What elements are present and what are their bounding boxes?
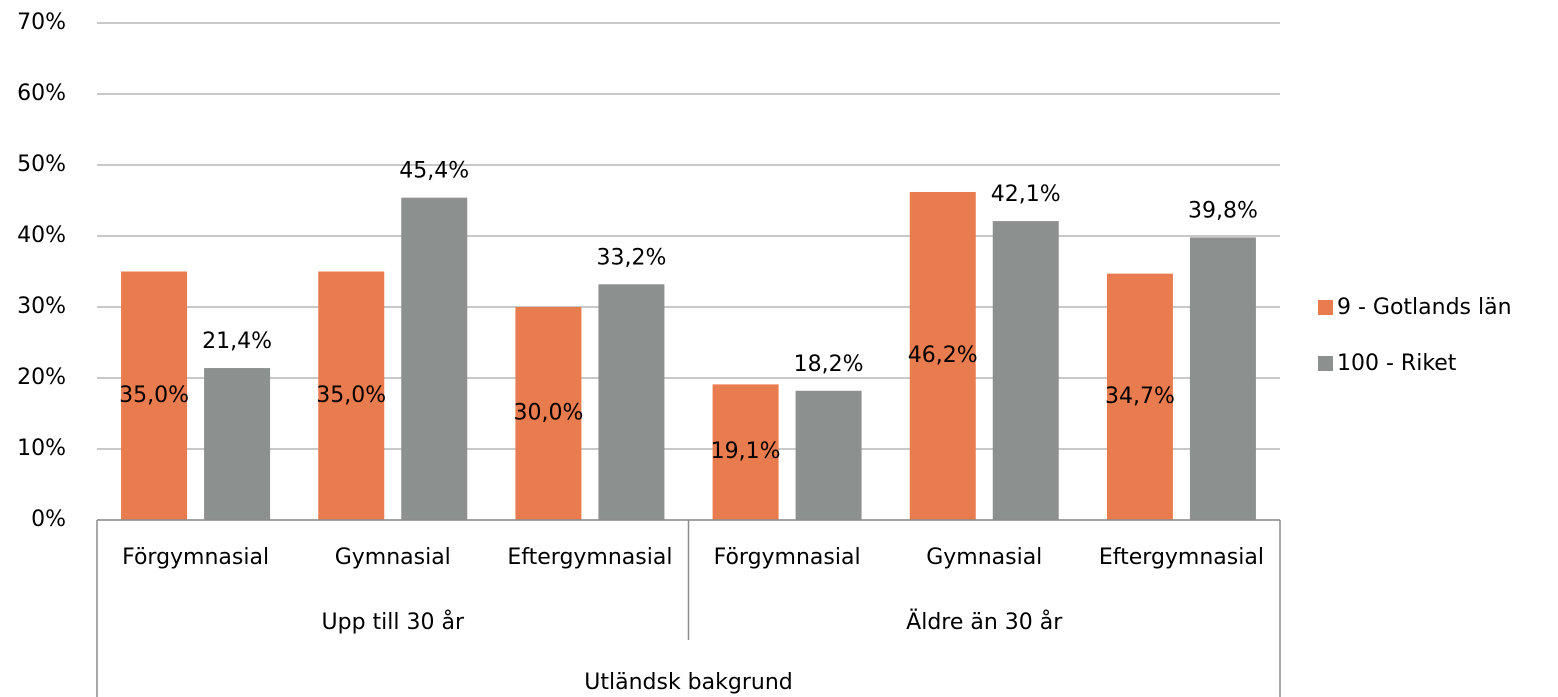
data-label: 35,0%	[316, 383, 386, 408]
group-label: Upp till 30 år	[322, 609, 465, 635]
bar	[992, 221, 1059, 520]
legend-swatch	[1318, 356, 1333, 371]
bar	[401, 197, 468, 520]
supergroup-label: Utländsk bakgrund	[584, 670, 792, 695]
data-label: 35,0%	[119, 383, 189, 408]
x-tick-label: Förgymnasial	[714, 545, 861, 570]
bar	[1189, 237, 1256, 521]
y-tick-label: 50%	[17, 152, 66, 177]
data-label: 46,2%	[908, 343, 978, 368]
data-label: 39,8%	[1188, 198, 1258, 223]
data-label: 34,7%	[1105, 384, 1175, 409]
y-tick-label: 60%	[17, 81, 66, 106]
x-tick-label: Gymnasial	[335, 545, 451, 570]
bar	[204, 368, 271, 520]
x-tick-label: Förgymnasial	[122, 545, 269, 570]
bar	[712, 384, 779, 520]
data-label: 33,2%	[596, 245, 666, 270]
bar	[795, 390, 862, 520]
legend-label: 100 - Riket	[1337, 351, 1457, 376]
y-tick-label: 30%	[17, 294, 66, 319]
data-label: 45,4%	[399, 159, 469, 184]
x-tick-label: Eftergymnasial	[1099, 545, 1264, 570]
bar	[121, 271, 188, 520]
y-tick-label: 0%	[31, 507, 66, 532]
data-label: 21,4%	[202, 329, 272, 354]
x-tick-label: Eftergymnasial	[507, 545, 672, 570]
bar	[515, 307, 582, 520]
y-tick-label: 20%	[17, 365, 66, 390]
y-tick-label: 40%	[17, 223, 66, 248]
y-tick-label: 10%	[17, 436, 66, 461]
x-tick-label: Gymnasial	[926, 545, 1042, 570]
bar	[909, 191, 976, 521]
bar	[598, 284, 665, 520]
legend-label: 9 - Gotlands län	[1337, 295, 1512, 320]
legend-swatch	[1318, 300, 1333, 315]
data-label: 30,0%	[513, 401, 583, 426]
bar	[318, 271, 385, 520]
bar	[1106, 273, 1173, 520]
data-label: 19,1%	[711, 439, 781, 464]
y-tick-label: 70%	[17, 10, 66, 35]
data-label: 42,1%	[991, 182, 1061, 207]
group-label: Äldre än 30 år	[906, 609, 1063, 635]
data-label: 18,2%	[794, 352, 864, 377]
